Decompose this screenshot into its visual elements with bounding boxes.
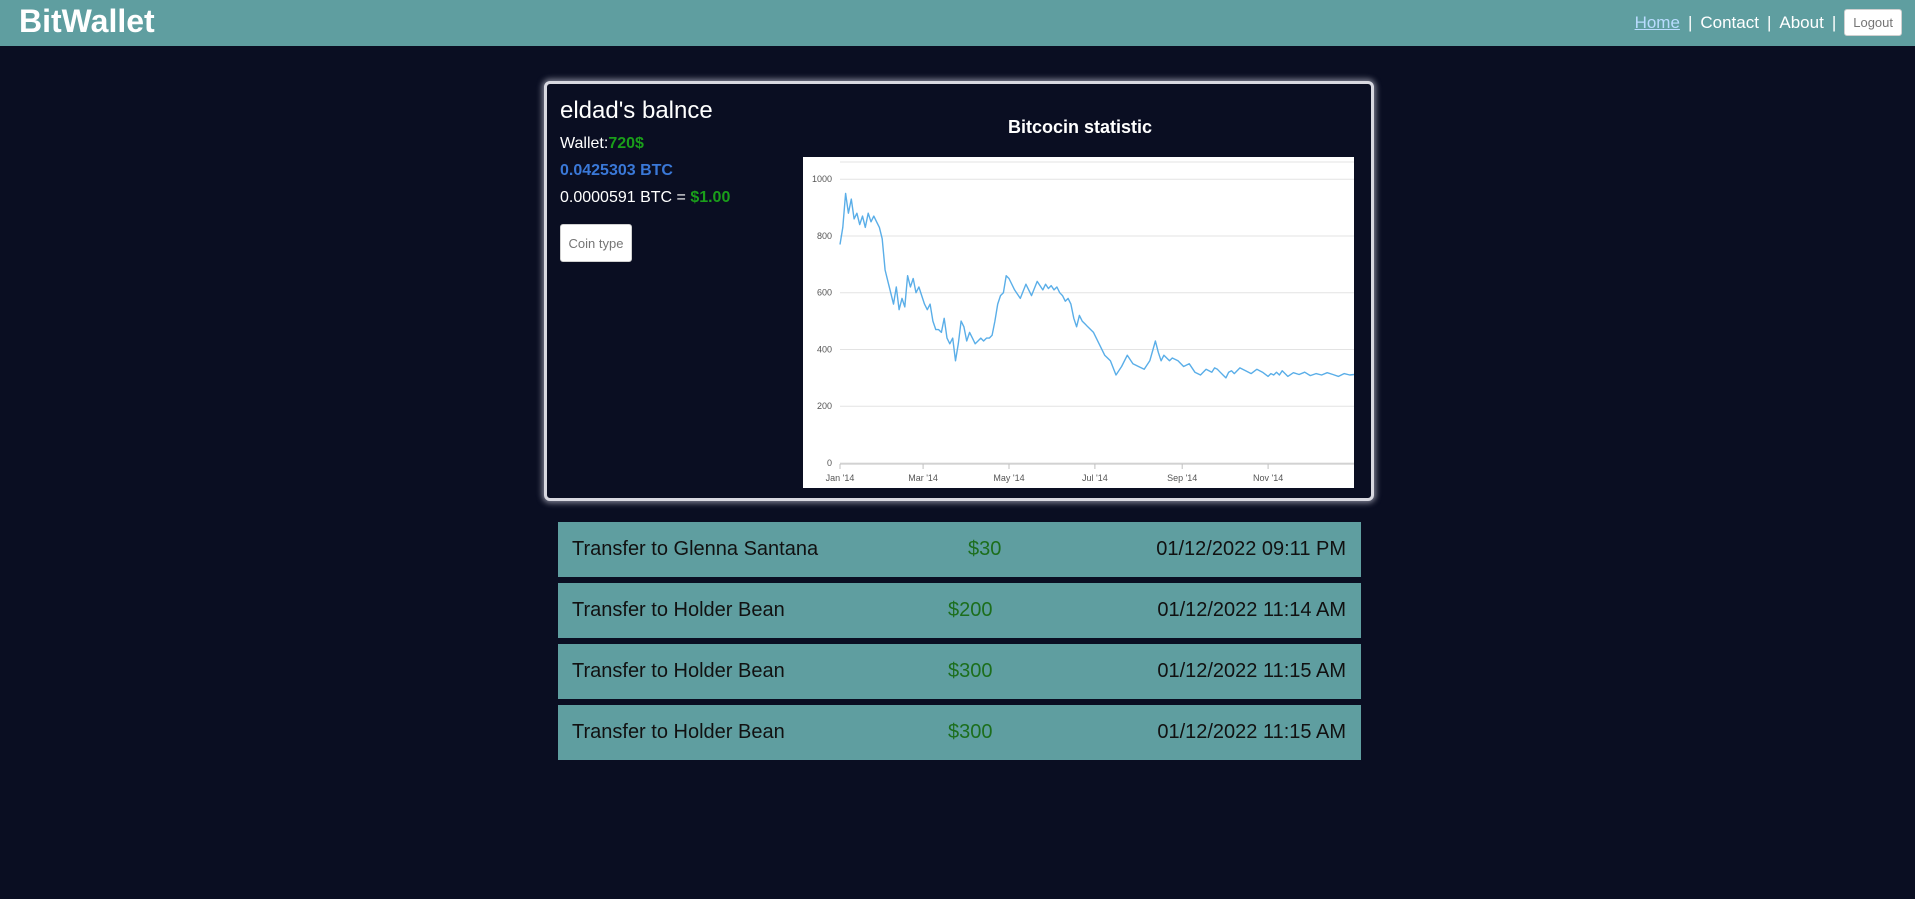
chart-x-tick-label: Jul '14	[1082, 473, 1108, 483]
transaction-date: 01/12/2022 11:15 AM	[1157, 721, 1346, 743]
btc-balance: 0.0425303 BTC	[560, 162, 673, 179]
nav-separator: |	[1831, 12, 1837, 32]
bitcoin-chart: 0 200 400 600 800 1000 Jan '14 Mar '14 May '14 Ju…	[803, 157, 1354, 488]
transaction-label: Transfer to Holder Bean	[572, 721, 785, 743]
chart-y-tick-label: 1000	[812, 174, 832, 184]
nav-home-link[interactable]: Home	[1634, 12, 1680, 32]
nav-separator: |	[1687, 12, 1693, 32]
wallet-line: Wallet:720$	[560, 135, 644, 153]
transaction-row[interactable]: Transfer to Glenna Santana $30 01/12/202…	[558, 522, 1361, 577]
transaction-label: Transfer to Holder Bean	[572, 660, 785, 682]
nav-separator: |	[1766, 12, 1772, 32]
wallet-value: 720$	[608, 135, 644, 152]
transaction-amount: $200	[948, 599, 993, 621]
chart-x-tick-label: Mar '14	[908, 473, 938, 483]
transaction-row[interactable]: Transfer to Holder Bean $200 01/12/2022 …	[558, 583, 1361, 638]
transaction-amount: $300	[948, 721, 993, 743]
transaction-row[interactable]: Transfer to Holder Bean $300 01/12/2022 …	[558, 644, 1361, 699]
chart-y-tick-label: 0	[827, 458, 832, 468]
chart-x-tick-label: Nov '14	[1253, 473, 1283, 483]
rate-value: $1.00	[690, 189, 731, 206]
transaction-date: 01/12/2022 11:15 AM	[1157, 660, 1346, 682]
transaction-amount: $30	[968, 538, 1002, 560]
chart-y-tick-label: 800	[817, 231, 832, 241]
exchange-rate: 0.0000591 BTC = $1.00	[560, 189, 730, 207]
chart-x-tick-label: Sep '14	[1167, 473, 1197, 483]
transaction-label: Transfer to Glenna Santana	[572, 538, 819, 560]
chart-y-tick-label: 600	[817, 288, 832, 298]
chart-x-tick-label: May '14	[993, 473, 1024, 483]
top-header: BitWallet Home | Contact | About | Logou…	[0, 0, 1915, 46]
nav-contact-link[interactable]: Contact	[1700, 12, 1759, 32]
chart-svg: 0 200 400 600 800 1000 Jan '14 Mar '14 May '14 Ju…	[812, 161, 1354, 483]
wallet-label: Wallet:	[560, 135, 609, 152]
balance-card: eldad's balnce Wallet:720$ 0.0425303 BTC…	[544, 81, 1374, 501]
transaction-date: 01/12/2022 11:14 AM	[1157, 599, 1346, 621]
transaction-list: Transfer to Glenna Santana $30 01/12/202…	[558, 522, 1361, 766]
top-nav: Home | Contact | About | Logout	[1635, 9, 1902, 36]
transaction-date: 01/12/2022 09:11 PM	[1156, 538, 1346, 560]
coin-type-button[interactable]: Coin type	[560, 224, 632, 262]
logout-button[interactable]: Logout	[1844, 9, 1902, 36]
chart-x-tick-label: Jan '14	[826, 473, 855, 483]
chart-y-tick-label: 400	[817, 344, 832, 354]
rate-prefix: 0.0000591 BTC =	[560, 189, 691, 206]
transaction-label: Transfer to Holder Bean	[572, 599, 785, 621]
balance-title: eldad's balnce	[560, 97, 713, 124]
transaction-amount: $300	[948, 660, 993, 682]
nav-about-link[interactable]: About	[1779, 12, 1824, 32]
chart-y-tick-label: 200	[817, 401, 832, 411]
app-logo[interactable]: BitWallet	[19, 3, 155, 39]
chart-series-line	[839, 192, 1354, 379]
transaction-row[interactable]: Transfer to Holder Bean $300 01/12/2022 …	[558, 705, 1361, 760]
chart-title: Bitcocin statistic	[1007, 117, 1153, 137]
